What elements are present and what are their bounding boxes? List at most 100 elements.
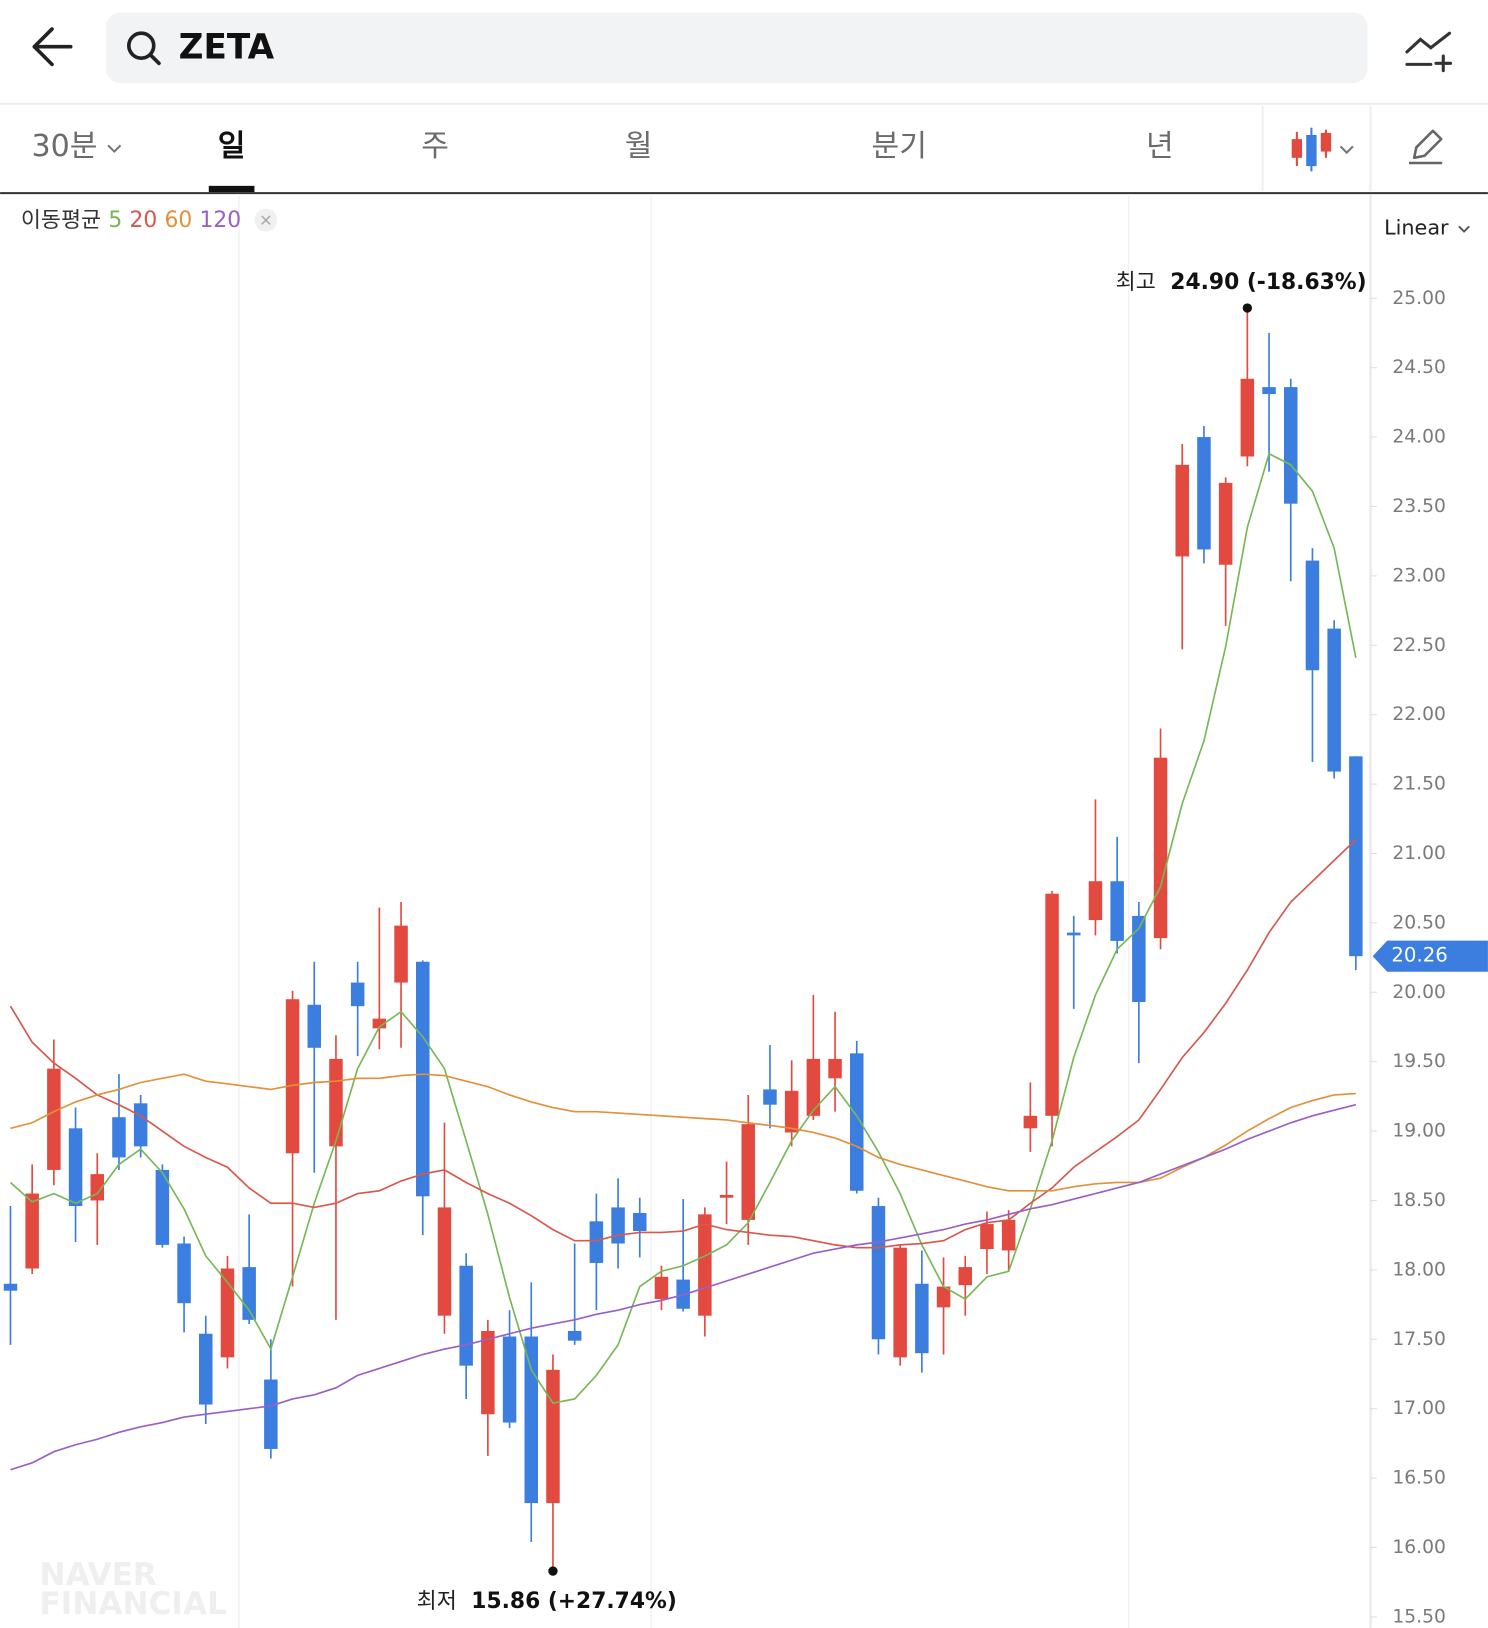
- candle-body: [850, 1053, 864, 1191]
- moving-average-line: [10, 1073, 1356, 1192]
- candle-body: [698, 1214, 712, 1316]
- candle-body: [806, 1058, 821, 1116]
- watermark: NAVER: [40, 1557, 157, 1593]
- candle-body: [25, 1193, 39, 1269]
- candle-body: [220, 1268, 235, 1358]
- extreme-marker: [548, 1566, 558, 1576]
- y-tick-label: 15.50: [1392, 1606, 1445, 1627]
- candle-body: [502, 1336, 517, 1423]
- candle-body: [611, 1207, 625, 1244]
- candle-body: [589, 1221, 604, 1263]
- y-tick-label: 18.50: [1392, 1190, 1445, 1211]
- watermark: FINANCIAL: [40, 1586, 227, 1622]
- y-tick-label: 20.00: [1392, 982, 1445, 1003]
- candle-body: [828, 1058, 842, 1079]
- chart: 15.50 16.00 16.50 17.00 17.50 18.00 18.50 19.00…: [3, 270, 1488, 1627]
- candle-body: [1153, 757, 1168, 939]
- compare-icon[interactable]: [1405, 31, 1453, 73]
- back-button[interactable]: [32, 27, 73, 67]
- annotation-label: 최저: [417, 1589, 457, 1614]
- period-tab[interactable]: 주: [421, 129, 449, 164]
- extreme-annotation: 최고 24.90 (-18.63%): [1116, 270, 1367, 295]
- candle-body: [1197, 437, 1211, 550]
- search-icon: [127, 31, 161, 66]
- legend-entry: 5: [108, 208, 122, 233]
- extreme-marker: [1242, 303, 1253, 313]
- moving-average-line: [9, 452, 1357, 1405]
- candle-body: [242, 1267, 256, 1320]
- extreme-annotation: 최저 15.86 (+27.74%): [417, 1589, 677, 1614]
- candle-body: [307, 1004, 322, 1048]
- candle-body: [1349, 756, 1363, 957]
- candle-body: [285, 999, 300, 1154]
- y-tick-label: 21.50: [1392, 774, 1445, 795]
- last-price-tag: [1372, 940, 1488, 972]
- y-tick-label: 22.50: [1392, 635, 1445, 656]
- plot-area: [3, 312, 1363, 1567]
- candle-body: [958, 1267, 973, 1286]
- y-tick-label: 24.50: [1392, 357, 1445, 378]
- candle-body: [459, 1265, 473, 1366]
- y-tick-label: 21.00: [1392, 843, 1445, 864]
- candle-body: [1240, 378, 1255, 457]
- moving-average-line: [10, 1103, 1357, 1471]
- candle-body: [416, 961, 430, 1197]
- y-tick-label: 17.50: [1392, 1329, 1445, 1350]
- chevron: [107, 144, 122, 154]
- candle-body: [1218, 482, 1233, 565]
- candle-body: [915, 1283, 929, 1354]
- candle-body: [936, 1286, 951, 1308]
- legend-entry: 20: [129, 208, 157, 233]
- chart-type-button[interactable]: [1291, 127, 1354, 172]
- candle-body: [350, 982, 365, 1007]
- annotation-value: 15.86 (+27.74%): [471, 1589, 677, 1614]
- y-tick-label: 20.50: [1392, 912, 1445, 933]
- candle-body: [394, 925, 408, 983]
- period-tab[interactable]: 일: [218, 129, 246, 164]
- scale-selector[interactable]: Linear: [1384, 215, 1449, 239]
- active-tab-indicator: [208, 185, 255, 193]
- candle-body: [654, 1276, 669, 1300]
- candle-body: [199, 1333, 213, 1405]
- period-tab[interactable]: 월: [625, 129, 653, 164]
- moving-average-line: [9, 839, 1357, 1249]
- y-tick-label: 16.00: [1392, 1537, 1445, 1558]
- candle-body: [437, 1207, 452, 1316]
- candle-body: [90, 1174, 105, 1201]
- legend-text: 이동평균 5 20 60 120: [21, 208, 241, 233]
- candle-body: [763, 1089, 777, 1105]
- candle-body: [1088, 881, 1103, 921]
- candle-body: [68, 1128, 83, 1207]
- candle-body: [1175, 464, 1190, 557]
- draw-button[interactable]: [1409, 129, 1443, 165]
- candle-body: [1327, 628, 1341, 772]
- candle-body: [133, 1103, 148, 1147]
- y-tick-label: 24.00: [1392, 427, 1445, 448]
- candle-body: [871, 1206, 886, 1340]
- y-tick-label: 23.00: [1392, 565, 1445, 586]
- y-tick-label: 23.50: [1392, 496, 1445, 517]
- candle-body: [3, 1283, 18, 1291]
- candle-body: [1284, 387, 1298, 504]
- search-bar[interactable]: [105, 12, 1368, 84]
- period-tabs: 30분 일 주 월 분기 년: [31, 129, 1173, 164]
- candle-body: [719, 1194, 734, 1198]
- y-tick-label: 22.00: [1392, 704, 1445, 725]
- y-tick-label: 16.50: [1392, 1468, 1445, 1489]
- y-tick-label: 19.50: [1392, 1051, 1445, 1072]
- search-text[interactable]: ZETA: [179, 27, 275, 67]
- candle-body: [1001, 1219, 1016, 1251]
- candle-body: [546, 1369, 560, 1504]
- period-tab[interactable]: 분기: [872, 129, 927, 164]
- y-tick-label: 25.00: [1392, 288, 1445, 309]
- period-tab[interactable]: 30분: [31, 129, 97, 164]
- candle-body: [264, 1379, 278, 1449]
- period-tab[interactable]: 년: [1146, 129, 1174, 164]
- candle-body: [784, 1090, 799, 1133]
- annotation-value: 24.90 (-18.63%): [1170, 270, 1366, 295]
- y-tick-label: 17.00: [1392, 1398, 1445, 1419]
- candle-body: [372, 1018, 387, 1029]
- candle-body: [1110, 881, 1124, 941]
- candle-body: [633, 1212, 647, 1232]
